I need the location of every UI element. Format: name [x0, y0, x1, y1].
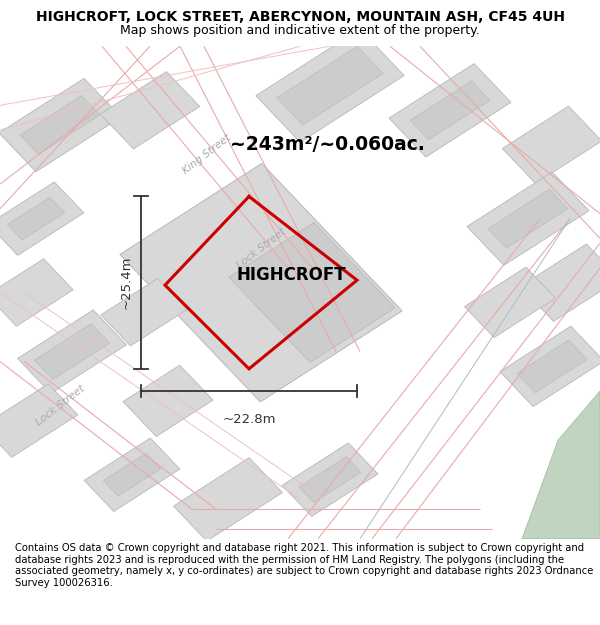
Bar: [7, 198, 65, 240]
Bar: [389, 64, 511, 157]
Bar: [464, 267, 556, 338]
Bar: [0, 182, 84, 256]
Text: HIGHCROFT: HIGHCROFT: [236, 266, 346, 284]
Bar: [488, 189, 568, 248]
Text: HIGHCROFT, LOCK STREET, ABERCYNON, MOUNTAIN ASH, CF45 4UH: HIGHCROFT, LOCK STREET, ABERCYNON, MOUNT…: [35, 10, 565, 24]
Text: Lock Street: Lock Street: [235, 226, 287, 270]
Polygon shape: [522, 391, 600, 539]
Bar: [84, 438, 180, 511]
Bar: [517, 340, 587, 392]
Bar: [0, 78, 121, 172]
Bar: [120, 163, 402, 402]
Bar: [277, 46, 383, 125]
Bar: [20, 96, 100, 154]
Bar: [123, 365, 213, 436]
Bar: [256, 29, 404, 142]
Text: Contains OS data © Crown copyright and database right 2021. This information is : Contains OS data © Crown copyright and d…: [15, 543, 593, 588]
Bar: [0, 259, 73, 326]
Bar: [467, 172, 589, 266]
Bar: [34, 324, 110, 379]
Bar: [410, 81, 490, 139]
Text: Lock Street: Lock Street: [34, 384, 86, 428]
Bar: [103, 453, 161, 496]
Bar: [173, 458, 283, 541]
Bar: [282, 443, 378, 516]
Bar: [0, 384, 78, 458]
Bar: [502, 106, 600, 184]
Text: ~25.4m: ~25.4m: [119, 256, 133, 309]
Text: ~22.8m: ~22.8m: [222, 413, 276, 426]
Bar: [100, 72, 200, 149]
Bar: [17, 310, 127, 393]
Bar: [299, 457, 361, 503]
Text: Map shows position and indicative extent of the property.: Map shows position and indicative extent…: [120, 24, 480, 37]
Bar: [520, 244, 600, 321]
Bar: [229, 222, 395, 362]
Text: King Street: King Street: [181, 132, 233, 176]
Bar: [500, 326, 600, 407]
Bar: [101, 279, 187, 346]
Text: ~243m²/~0.060ac.: ~243m²/~0.060ac.: [230, 135, 424, 154]
